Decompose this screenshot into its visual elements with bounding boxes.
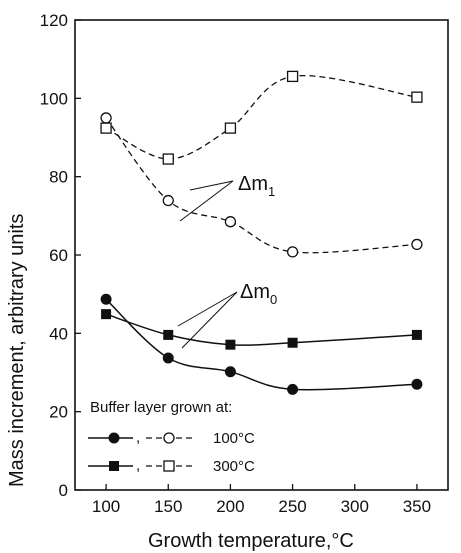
series-0-point xyxy=(162,352,174,364)
y-tick-label: 0 xyxy=(59,481,68,500)
annotation-dm0-leader xyxy=(177,291,238,327)
annotation-dm0-label: Δm0 xyxy=(240,281,277,307)
y-tick-label: 40 xyxy=(49,324,68,343)
markers xyxy=(100,70,423,395)
y-tick-label: 60 xyxy=(49,246,68,265)
legend-100-label: 100°C xyxy=(213,430,255,447)
series-3-point xyxy=(286,70,299,83)
annotation-dm1-leader xyxy=(179,180,234,222)
legend-entry-300: , 300°C xyxy=(88,457,255,475)
legend-separator: , xyxy=(136,457,140,474)
legend: Buffer layer grown at: , 100°C , 300°C xyxy=(88,399,255,475)
legend-300-open-square xyxy=(163,460,175,472)
series-3-curve xyxy=(105,75,418,160)
annotation-dm1-leader xyxy=(189,180,234,191)
series-0-point xyxy=(411,378,423,390)
annotation-dm1: Δm1 xyxy=(179,173,275,222)
x-tick-label: 250 xyxy=(278,497,306,516)
annotation-dm0-leader xyxy=(181,291,238,349)
x-tick-label: 300 xyxy=(341,497,369,516)
legend-100-filled-circle xyxy=(108,432,120,444)
series-3-point xyxy=(224,122,237,134)
plot-frame xyxy=(74,19,449,491)
legend-300-filled-square xyxy=(109,461,119,471)
series-1-point xyxy=(225,339,236,350)
legend-title: Buffer layer grown at: xyxy=(90,399,232,416)
y-axis-ticks: 0 20 40 60 80 100 120 xyxy=(40,11,81,500)
series-3-point xyxy=(100,122,112,134)
legend-entry-100: , 100°C xyxy=(88,429,255,447)
series-1-curve xyxy=(105,313,417,346)
series-3-point xyxy=(411,91,423,103)
y-tick-label: 120 xyxy=(40,11,68,30)
series-0-point xyxy=(224,366,236,378)
x-tick-label: 150 xyxy=(154,497,182,516)
series-0-point xyxy=(287,383,299,395)
series-1-point xyxy=(163,329,174,340)
legend-separator: , xyxy=(136,429,140,446)
legend-100-open-circle xyxy=(163,432,175,444)
series-0-point xyxy=(100,293,112,305)
annotation-dm0: Δm0 xyxy=(177,281,277,349)
x-tick-label: 100 xyxy=(92,497,120,516)
y-axis-title: Mass increment, arbitrary units xyxy=(6,214,28,487)
series-1-point xyxy=(287,337,298,348)
series-3-point xyxy=(162,153,174,165)
series-1-point xyxy=(101,309,112,320)
series-2-point xyxy=(286,246,299,258)
x-axis-ticks: 100 150 200 250 300 350 xyxy=(92,484,431,516)
curves xyxy=(105,75,418,391)
series-2-point xyxy=(224,216,237,228)
annotation-dm1-label: Δm1 xyxy=(238,173,275,199)
legend-300-label: 300°C xyxy=(213,458,255,475)
y-tick-label: 80 xyxy=(49,168,68,187)
y-tick-label: 20 xyxy=(49,403,68,422)
x-tick-label: 350 xyxy=(403,497,431,516)
series-2-point xyxy=(411,238,423,251)
x-axis-title: Growth temperature,°C xyxy=(148,530,354,552)
series-2-point xyxy=(100,112,112,124)
series-2-point xyxy=(162,194,174,207)
y-tick-label: 100 xyxy=(40,89,68,108)
series-1-point xyxy=(411,329,422,340)
x-tick-label: 200 xyxy=(216,497,244,516)
